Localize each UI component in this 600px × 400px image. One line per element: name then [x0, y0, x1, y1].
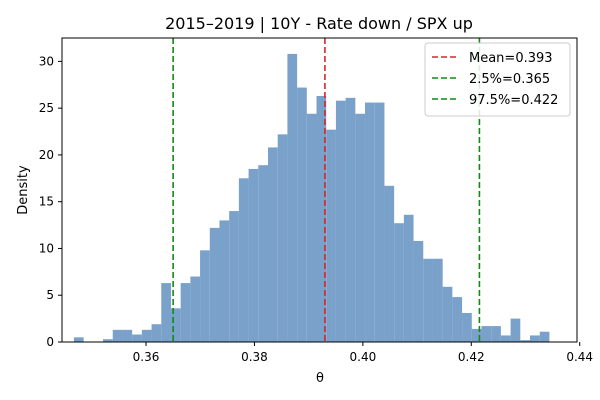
histogram-bar — [491, 326, 501, 342]
y-tick-label: 15 — [39, 195, 54, 209]
x-tick-label: 0.42 — [458, 350, 485, 364]
histogram-bar — [510, 318, 521, 342]
histogram-bar — [345, 97, 356, 342]
histogram-bar — [141, 329, 152, 342]
histogram-bar — [423, 258, 433, 342]
histogram-bar — [297, 87, 307, 343]
histogram-bar — [151, 324, 162, 342]
histogram-bar — [539, 331, 550, 342]
x-tick-label: 0.44 — [566, 350, 593, 364]
histogram-bar — [190, 276, 201, 342]
histogram-bar — [365, 102, 375, 343]
histogram-bar — [209, 227, 220, 342]
histogram-bar — [384, 185, 395, 342]
histogram-bar — [180, 283, 191, 342]
histogram-bar — [481, 326, 492, 342]
chart-title: 2015–2019 | 10Y - Rate down / SPX up — [165, 14, 473, 33]
histogram-bar — [306, 113, 317, 343]
histogram-bar — [277, 134, 288, 342]
y-tick-label: 20 — [39, 148, 54, 162]
histogram-bar — [229, 211, 239, 342]
histogram-bar — [112, 329, 123, 342]
histogram-bar — [462, 313, 472, 342]
histogram-bar — [287, 53, 298, 342]
histogram-bar — [403, 214, 414, 342]
histogram-bar — [413, 240, 424, 342]
histogram-bar — [432, 258, 443, 342]
legend-entry: 2.5%=0.365 — [469, 72, 550, 87]
histogram-bar — [394, 223, 404, 342]
histogram-bar — [103, 339, 113, 342]
histogram-bar — [500, 335, 511, 342]
histogram-bar — [520, 340, 530, 342]
histogram-bar — [374, 102, 385, 343]
histogram-bar — [238, 178, 249, 342]
histogram-bar — [452, 297, 463, 342]
histogram-bar — [316, 95, 327, 343]
plot-frame — [61, 37, 578, 343]
histogram-bar — [200, 250, 210, 342]
histogram-bars — [73, 53, 550, 343]
x-tick-label: 0.38 — [241, 350, 268, 364]
y-tick-label: 10 — [39, 241, 54, 255]
histogram-bar — [258, 165, 268, 342]
y-tick-label: 5 — [46, 288, 54, 302]
x-tick-label: 0.36 — [133, 350, 160, 364]
legend-frame — [424, 42, 571, 117]
histogram-bar — [161, 283, 171, 342]
histogram-bar — [355, 113, 366, 343]
histogram-bar — [268, 147, 278, 342]
legend: Mean=0.393 2.5%=0.365 97.5%=0.422 — [424, 42, 571, 117]
histogram-bar — [248, 168, 259, 342]
y-axis-label: Density — [16, 165, 31, 215]
histogram-bar — [529, 335, 540, 342]
histogram-bar — [73, 337, 84, 342]
histogram-bar — [170, 308, 181, 342]
histogram-bar — [442, 286, 453, 342]
y-tick-label: 25 — [39, 101, 54, 115]
x-axis-label: θ — [316, 371, 324, 386]
histogram-bar — [122, 329, 133, 342]
y-tick-label: 0 — [46, 335, 54, 349]
x-tick-label: 0.40 — [350, 350, 377, 364]
y-tick-label: 30 — [39, 54, 54, 68]
legend-entry: Mean=0.393 — [469, 51, 553, 66]
histogram-bar — [471, 328, 482, 342]
histogram-bar — [219, 220, 230, 342]
legend-entry: 97.5%=0.422 — [469, 93, 558, 108]
x-axis-ticks: 0.36 0.38 0.40 0.42 0.44 — [133, 342, 593, 364]
histogram-bar — [335, 100, 346, 342]
y-axis-ticks: 0 5 10 15 20 25 30 — [39, 54, 62, 349]
histogram-bar — [132, 334, 142, 342]
histogram-bar — [326, 129, 336, 342]
